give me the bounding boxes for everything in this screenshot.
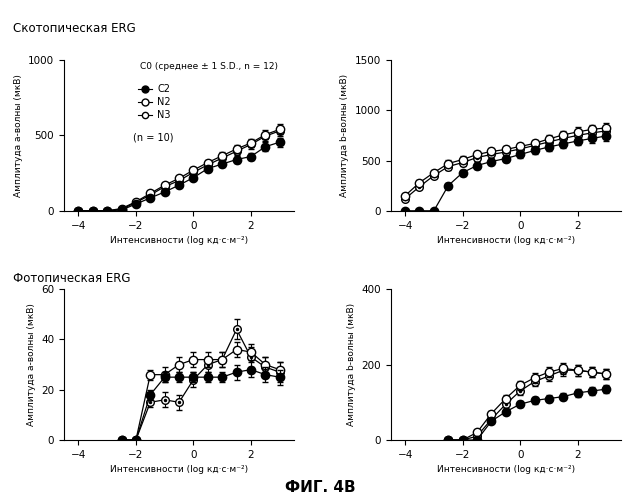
Y-axis label: Амплитуда a-волны (мкВ): Амплитуда a-волны (мкВ) <box>13 74 22 197</box>
Y-axis label: Амплитуда b-волны (мкВ): Амплитуда b-волны (мкВ) <box>347 303 356 426</box>
Text: (n = 10): (n = 10) <box>133 132 173 142</box>
Text: C0 (среднее ± 1 S.D., n = 12): C0 (среднее ± 1 S.D., n = 12) <box>140 62 278 70</box>
Text: Скотопическая ERG: Скотопическая ERG <box>13 22 136 36</box>
Text: ФИГ. 4В: ФИГ. 4В <box>285 480 355 495</box>
Text: Фотопическая ERG: Фотопическая ERG <box>13 272 131 285</box>
X-axis label: Интенсивности (log кд·с·м⁻²): Интенсивности (log кд·с·м⁻²) <box>110 466 248 474</box>
Y-axis label: Амплитуда b-волны (мкВ): Амплитуда b-волны (мкВ) <box>340 74 349 197</box>
Legend: C2, N2, N3: C2, N2, N3 <box>138 84 171 120</box>
X-axis label: Интенсивности (log кд·с·м⁻²): Интенсивности (log кд·с·м⁻²) <box>436 236 575 245</box>
Y-axis label: Амплитуда a-волны (мкВ): Амплитуда a-волны (мкВ) <box>27 303 36 426</box>
X-axis label: Интенсивности (log кд·с·м⁻²): Интенсивности (log кд·с·м⁻²) <box>436 466 575 474</box>
X-axis label: Интенсивности (log кд·с·м⁻²): Интенсивности (log кд·с·м⁻²) <box>110 236 248 245</box>
